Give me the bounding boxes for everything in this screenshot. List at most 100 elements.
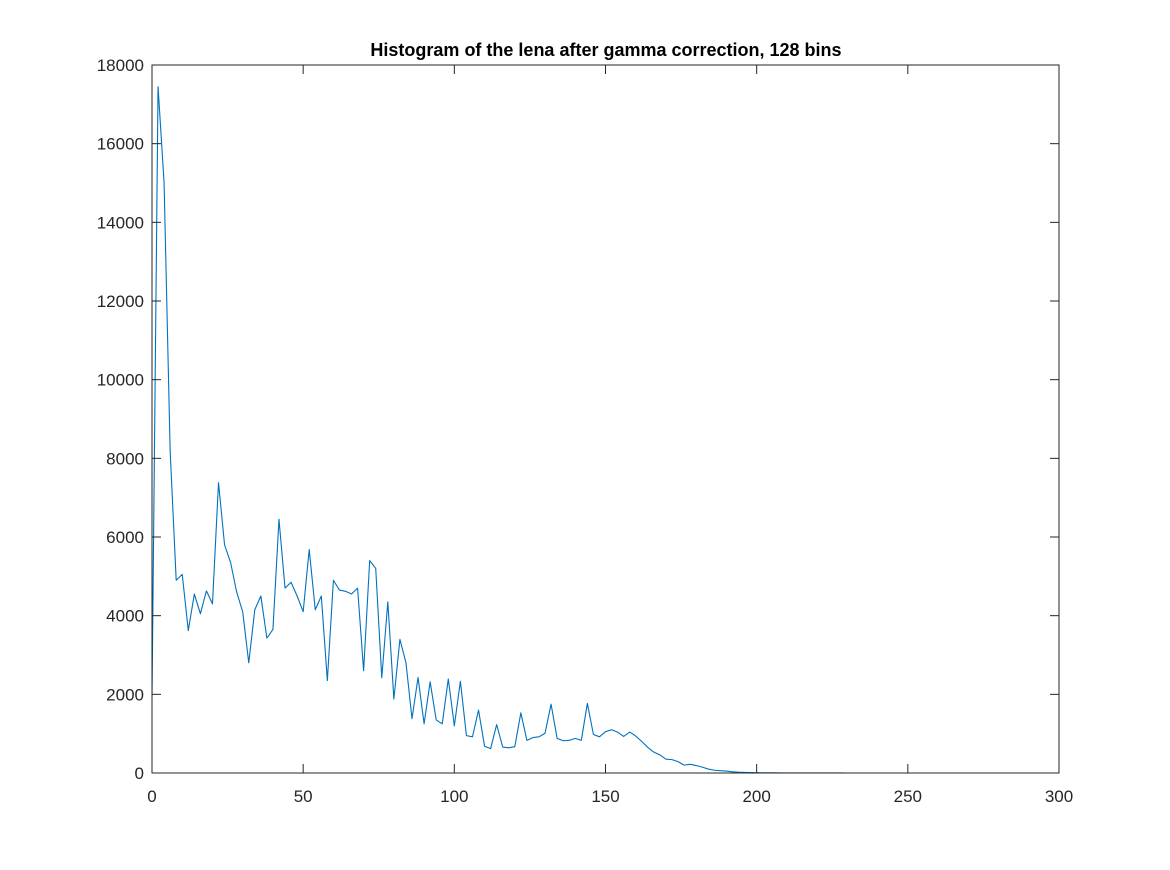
y-tick-label: 16000 [97,135,144,154]
data-point [484,746,485,747]
data-point [399,639,400,640]
data-point [442,723,443,724]
data-point [454,725,455,726]
data-point [188,630,189,631]
data-point [732,771,733,772]
data-point [502,746,503,747]
data-point [690,764,691,765]
data-point [351,593,352,594]
data-point [599,736,600,737]
x-tick-label: 200 [742,787,770,806]
data-point [575,738,576,739]
data-point [581,740,582,741]
data-point [157,86,158,87]
data-point [333,580,334,581]
data-point [303,611,304,612]
y-tick-label: 6000 [106,528,144,547]
chart-title: Histogram of the lena after gamma correc… [370,40,841,60]
data-point [290,582,291,583]
y-tick-label: 8000 [106,449,144,468]
data-point [696,765,697,766]
data-point [309,549,310,550]
data-point [508,747,509,748]
data-point [569,740,570,741]
data-point [665,759,666,760]
x-tick-label: 100 [440,787,468,806]
x-tick-label: 300 [1045,787,1073,806]
data-point [532,737,533,738]
data-point [641,741,642,742]
data-point [163,182,164,183]
data-point [272,629,273,630]
data-point [417,677,418,678]
x-tick-label: 250 [894,787,922,806]
data-point [544,733,545,734]
data-point [563,740,564,741]
data-point [472,736,473,737]
data-point [345,591,346,592]
data-point [182,574,183,575]
data-point [327,680,328,681]
data-point [677,761,678,762]
y-tick-label: 14000 [97,213,144,232]
data-point [623,736,624,737]
y-tick-label: 2000 [106,685,144,704]
data-point [381,677,382,678]
data-point [617,731,618,732]
data-point [538,736,539,737]
data-point [206,590,207,591]
data-point [526,740,527,741]
data-point [714,770,715,771]
data-point [218,482,219,483]
data-point [254,609,255,610]
data-point [514,746,515,747]
data-point [393,698,394,699]
data-point [702,767,703,768]
data-point [357,588,358,589]
data-point [611,729,612,730]
data-point [448,678,449,679]
data-point [236,591,237,592]
data-point [224,544,225,545]
x-tick-label: 0 [147,787,156,806]
y-tick-label: 0 [135,764,144,783]
data-point [297,595,298,596]
y-tick-label: 12000 [97,292,144,311]
data-point [550,704,551,705]
data-point [230,562,231,563]
data-point [466,735,467,736]
data-point [430,681,431,682]
data-point [248,662,249,663]
data-point [339,590,340,591]
y-tick-label: 10000 [97,371,144,390]
y-tick-label: 4000 [106,607,144,626]
data-point [647,747,648,748]
data-point [496,724,497,725]
data-point [170,450,171,451]
data-point [315,609,316,610]
x-tick-label: 50 [294,787,313,806]
data-point [424,723,425,724]
data-point [659,754,660,755]
data-point [593,734,594,735]
data-point [387,601,388,602]
data-point [212,603,213,604]
data-point [176,580,177,581]
y-tick-label: 18000 [97,56,144,75]
x-tick-label: 150 [591,787,619,806]
data-point [260,595,261,596]
data-point [278,519,279,520]
data-point [405,662,406,663]
axes: 0 50 100 150 200 250 300 0 2000 4000 6000 8000 10000… [97,56,1073,806]
data-point [436,719,437,720]
data-point [363,670,364,671]
data-point [629,731,630,732]
data-point [587,703,588,704]
data-point [266,637,267,638]
data-point [411,718,412,719]
data-point [478,709,479,710]
data-point [520,712,521,713]
data-point [460,681,461,682]
data-point [194,593,195,594]
